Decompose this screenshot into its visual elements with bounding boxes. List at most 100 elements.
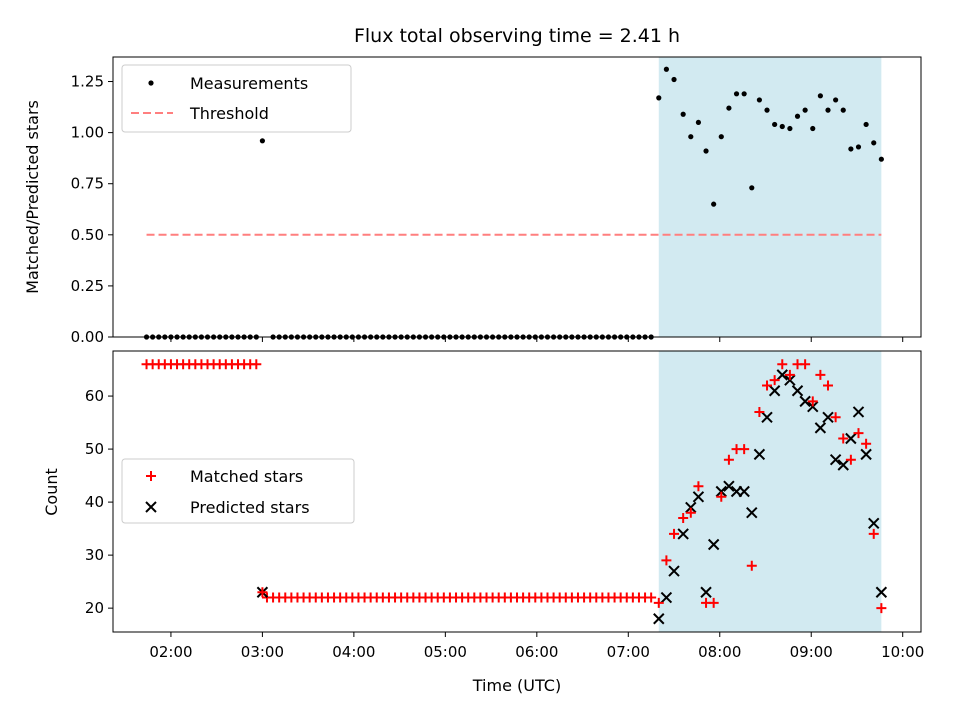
predicted-star-point bbox=[753, 448, 766, 461]
predicted-star-point bbox=[799, 395, 811, 408]
matched-star-point bbox=[815, 369, 826, 380]
measurement-point bbox=[711, 201, 717, 207]
bottom-legend-box bbox=[121, 458, 355, 524]
matched-star-point bbox=[762, 380, 773, 391]
x-tick-label: 02:00 bbox=[149, 643, 192, 661]
measurement-point bbox=[833, 97, 839, 103]
measurement-point bbox=[810, 125, 816, 132]
matched-star-point bbox=[861, 438, 872, 449]
bottom-y-tick-label: 60 bbox=[85, 387, 104, 405]
top-y-tick-label: 1.00 bbox=[71, 124, 104, 142]
matched-star-point bbox=[669, 528, 680, 539]
matched-star-point bbox=[693, 481, 704, 492]
measurement-point bbox=[825, 107, 831, 113]
chart-title: Flux total observing time = 2.41 h bbox=[354, 25, 680, 47]
measurement-point bbox=[733, 91, 740, 97]
measurement-point bbox=[680, 111, 686, 117]
bottom-y-tick-label: 30 bbox=[85, 546, 104, 564]
predicted-star-point bbox=[653, 613, 665, 625]
predicted-star-point bbox=[746, 507, 758, 519]
matched-star-point bbox=[823, 380, 834, 391]
predicted-star-point bbox=[814, 422, 827, 434]
predicted-star-point bbox=[685, 501, 697, 514]
x-tick-label: 07:00 bbox=[607, 643, 650, 661]
x-axis-label: Time (UTC) bbox=[472, 676, 561, 695]
measurement-point bbox=[817, 93, 823, 99]
predicted-star-point bbox=[860, 448, 872, 461]
x-tick-label: 05:00 bbox=[424, 643, 467, 661]
top-y-tick-label: 0.25 bbox=[71, 277, 104, 295]
measurement-point bbox=[840, 107, 846, 113]
x-tick-label: 10:00 bbox=[881, 643, 924, 661]
matched-star-point bbox=[868, 528, 879, 539]
measurement-point bbox=[848, 146, 854, 152]
top-y-tick-label: 0.00 bbox=[71, 328, 104, 346]
predicted-star-point bbox=[829, 453, 842, 466]
measurement-point bbox=[878, 156, 884, 162]
matched-star-point bbox=[777, 359, 788, 370]
matched-star-point bbox=[646, 592, 657, 603]
measurement-point bbox=[718, 134, 724, 140]
predicted-star-point bbox=[776, 369, 788, 381]
predicted-star-point bbox=[784, 374, 796, 386]
legend-predicted-marker bbox=[145, 501, 157, 513]
measurement-point bbox=[749, 185, 755, 191]
top-axes-frame bbox=[112, 56, 922, 338]
matched-star-point bbox=[257, 587, 268, 598]
predicted-star-point bbox=[707, 538, 720, 551]
bottom-legend: Matched stars Predicted stars bbox=[121, 458, 355, 524]
top-legend-box bbox=[121, 64, 352, 133]
measurement-point bbox=[741, 91, 747, 97]
top-panel: 0.00 0.25 0.50 0.75 1.00 1.25 Matched/Predict… bbox=[23, 56, 922, 346]
measurement-point bbox=[863, 121, 869, 128]
measurement-point bbox=[695, 119, 702, 126]
measurement-point bbox=[663, 66, 670, 72]
matched-star-point bbox=[716, 491, 727, 502]
matched-star-point bbox=[708, 597, 719, 608]
predicted-star-point bbox=[822, 411, 834, 423]
matched-star-point bbox=[723, 454, 734, 465]
measurement-point bbox=[688, 134, 694, 140]
predicted-star-point bbox=[692, 491, 705, 503]
bottom-y-tick-label: 50 bbox=[85, 440, 104, 458]
measurement-point bbox=[259, 138, 266, 144]
matched-star-point bbox=[769, 375, 780, 386]
bottom-axes-frame bbox=[112, 350, 922, 633]
bottom-marks bbox=[141, 359, 888, 625]
predicted-star-point bbox=[768, 385, 781, 397]
measurement-point bbox=[871, 140, 877, 146]
legend-measurements-label: Measurements bbox=[190, 74, 308, 93]
measurement-point bbox=[671, 76, 677, 83]
bottom-x-ticks: 02:00 03:00 04:00 05:00 06:00 07:00 08:00 09:00… bbox=[149, 632, 924, 661]
predicted-star-point bbox=[845, 432, 857, 445]
top-shaded-region bbox=[658, 57, 882, 337]
top-y-ticks: 0.00 0.25 0.50 0.75 1.00 1.25 bbox=[71, 73, 113, 346]
predicted-star-point bbox=[677, 528, 689, 540]
matched-star-point bbox=[807, 396, 818, 407]
predicted-star-point bbox=[852, 406, 865, 418]
predicted-star-point bbox=[668, 565, 680, 577]
bottom-y-tick-label: 20 bbox=[85, 599, 104, 617]
predicted-star-point bbox=[700, 586, 712, 598]
measurement-point bbox=[726, 105, 732, 111]
measurement-point bbox=[787, 125, 793, 132]
legend-threshold-label: Threshold bbox=[189, 104, 269, 123]
legend-matched-label: Matched stars bbox=[190, 467, 303, 486]
measurement-point bbox=[703, 148, 709, 154]
top-y-tick-label: 1.25 bbox=[71, 73, 104, 91]
predicted-star-point bbox=[868, 517, 880, 530]
predicted-star-point bbox=[807, 400, 819, 413]
top-y-axis-label: Matched/Predicted stars bbox=[23, 100, 42, 294]
matched-star-point bbox=[653, 597, 664, 608]
measurement-point bbox=[802, 107, 808, 113]
x-tick-label: 06:00 bbox=[515, 643, 558, 661]
predicted-star-point bbox=[837, 459, 849, 471]
legend-matched-marker bbox=[146, 471, 156, 481]
matched-star-point bbox=[746, 560, 757, 571]
x-tick-label: 03:00 bbox=[241, 643, 284, 661]
predicted-star-point bbox=[738, 485, 750, 498]
matched-star-point bbox=[845, 454, 856, 465]
predicted-star-point bbox=[715, 485, 727, 498]
matched-star-point bbox=[800, 359, 811, 370]
measurement-point bbox=[855, 144, 862, 150]
